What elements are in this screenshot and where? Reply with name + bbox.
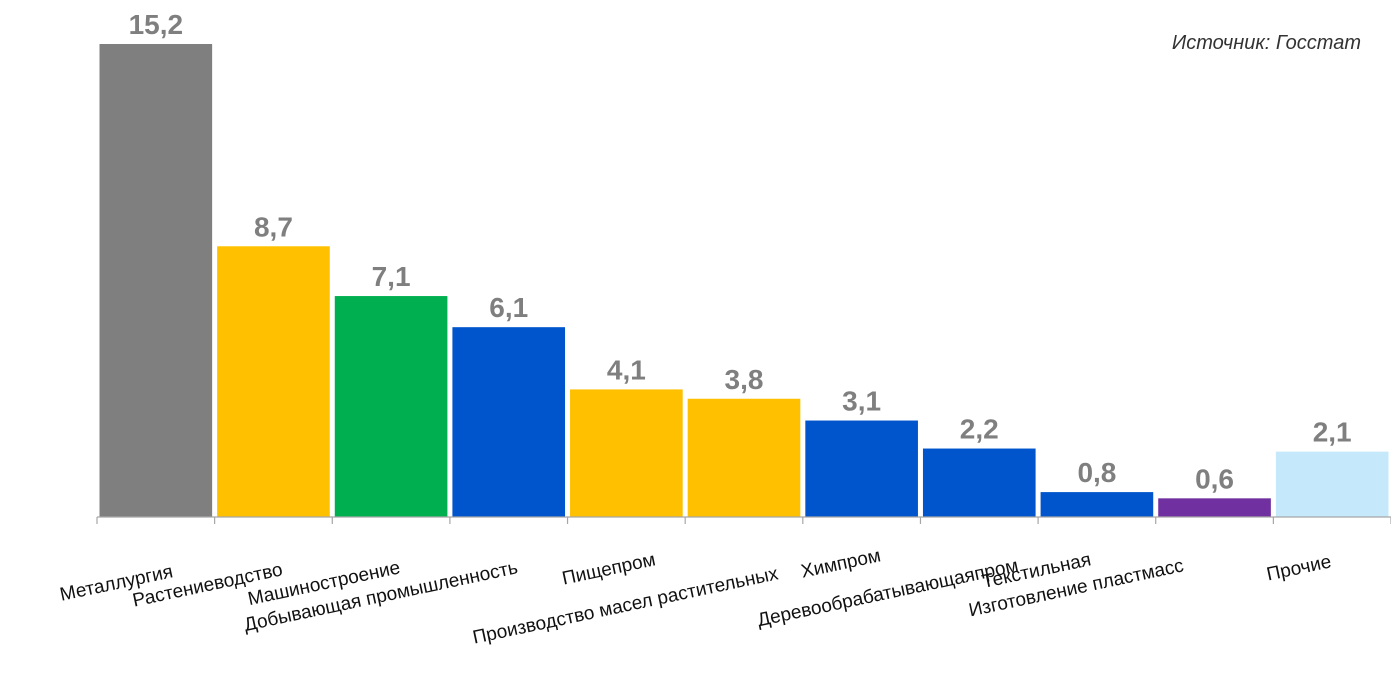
bar [334,296,448,517]
bar [217,246,330,518]
bar [1275,451,1389,517]
bar-value-label: 2,2 [960,414,999,445]
category-labels-group: МеталлургияРастениеводствоМашиностроение… [58,545,1333,648]
bar-value-label: 15,2 [129,9,184,40]
bars-group [99,44,1389,518]
category-label: Химпром [799,545,882,582]
bar [1040,492,1154,517]
bar-value-label: 2,1 [1313,417,1352,448]
bar-value-label: 4,1 [607,354,646,385]
category-label: Прочие [1265,551,1333,585]
bar [1158,498,1271,517]
value-labels-group: 15,2 8,7 7,1 6,1 4,1 3,8 3,1 2,2 0,8 0,6 2,1 [129,9,1352,494]
source-note: Источник: Госстат [1171,32,1361,54]
category-label: Пищепром [560,549,657,589]
x-axis-ticks [96,517,1391,524]
bar-value-label: 0,8 [1077,457,1116,488]
bar-value-label: 3,1 [842,386,881,417]
bar-value-label: 7,1 [372,261,411,292]
bar [687,398,801,517]
bar [452,327,566,517]
bar [922,448,1036,517]
bar-value-label: 8,7 [254,211,293,242]
bar-value-label: 3,8 [725,364,764,395]
bar [805,420,918,517]
bar [570,389,683,517]
bar [99,44,213,517]
bar-value-label: 6,1 [489,292,528,323]
category-label: Деревообрабатывающаяпром [756,555,1021,631]
bar-value-label: 0,6 [1195,463,1234,494]
